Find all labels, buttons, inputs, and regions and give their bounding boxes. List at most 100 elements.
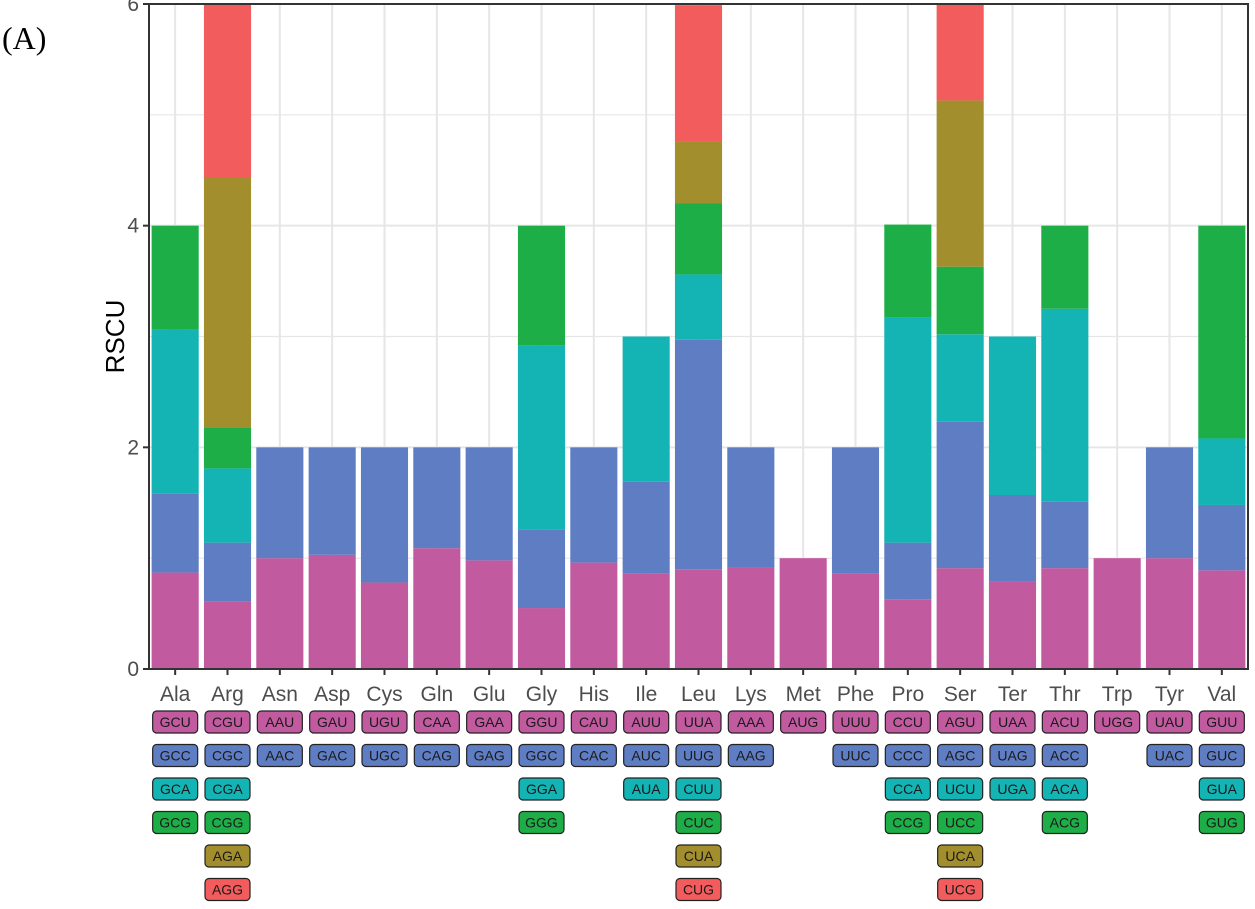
codon-label-text: AGU <box>945 714 975 730</box>
codon-label-text: UUG <box>683 748 714 764</box>
codon-label-gga: GGA <box>518 777 565 801</box>
bar-segment-gag <box>465 447 513 561</box>
codon-label-box <box>413 710 460 734</box>
bar-segment-ugu <box>360 582 409 669</box>
bar-stack-gly <box>517 225 566 669</box>
codon-label-ucg: UCG <box>937 877 984 902</box>
bar-segment-aau <box>256 558 304 669</box>
codon-label-ugu: UGU <box>361 710 408 734</box>
codon-label-box <box>518 743 565 768</box>
bar-segment-ggu <box>517 608 566 669</box>
bar-segment-uuu <box>831 573 880 669</box>
codon-label-text: AGG <box>212 882 243 898</box>
x-tick-label: Val <box>1207 683 1236 706</box>
x-tick-label: Glu <box>473 683 506 706</box>
codon-label-gcu: GCU <box>152 710 199 734</box>
codon-label-gua: GUA <box>1198 777 1245 801</box>
codon-label-text: CGA <box>212 781 243 797</box>
codon-label-box <box>832 743 879 768</box>
codon-label-auu: AUU <box>623 710 670 734</box>
codon-label-box <box>1041 777 1088 801</box>
codon-label-box <box>518 777 565 801</box>
bar-segment-ccu <box>884 599 932 669</box>
codon-label-box <box>989 777 1036 801</box>
codon-label-text: AAU <box>265 714 294 730</box>
codon-label-cau: CAU <box>570 710 617 734</box>
codon-label-text: UAG <box>997 748 1027 764</box>
bar-stack-glu <box>465 447 513 669</box>
codon-label-box <box>623 743 670 768</box>
codon-label-guu: GUU <box>1198 710 1245 734</box>
bar-segment-gga <box>517 345 566 530</box>
codon-label-text: AGC <box>945 748 975 764</box>
codon-label-text: UAU <box>1155 714 1185 730</box>
codon-label-text: ACC <box>1050 748 1080 764</box>
codon-label-gac: GAC <box>309 743 356 768</box>
codon-label-agg: AGG <box>204 877 251 902</box>
codon-label-text: CUA <box>684 848 714 864</box>
bar-stack-ile <box>622 336 670 669</box>
codon-label-agc: AGC <box>937 743 984 768</box>
codon-label-text: AGA <box>213 848 243 864</box>
codon-label-box <box>361 743 408 768</box>
bar-segment-cgg <box>203 427 252 469</box>
codon-label-ugg: UGG <box>1094 710 1141 734</box>
x-tick-label: Arg <box>211 683 244 706</box>
bar-segment-uag <box>988 494 1037 582</box>
codon-label-box <box>204 810 251 835</box>
codon-label-text: GUG <box>1206 815 1238 831</box>
codon-label-box <box>518 710 565 734</box>
codon-label-box <box>1041 743 1088 768</box>
codon-label-text: GGA <box>526 781 558 797</box>
codon-label-text: GGU <box>526 714 558 730</box>
bar-segment-uca <box>936 100 984 267</box>
codon-label-box <box>937 810 984 835</box>
codon-label-aua: AUA <box>623 777 670 801</box>
codon-label-text: AUC <box>631 748 661 764</box>
x-tick-label: Ser <box>944 683 977 706</box>
bar-segment-uau <box>1145 558 1194 669</box>
codon-label-text: UGG <box>1101 714 1133 730</box>
codon-label-text: CAC <box>579 748 609 764</box>
codon-label-aaa: AAA <box>727 710 774 734</box>
x-tick-label: Pro <box>891 683 924 706</box>
codon-label-ggu: GGU <box>518 710 565 734</box>
bar-segment-cgc <box>203 542 252 602</box>
bar-segment-aaa <box>727 567 775 669</box>
codon-label-box <box>152 743 199 768</box>
bar-segment-aca <box>1041 308 1089 502</box>
codon-label-uag: UAG <box>989 743 1036 768</box>
codon-label-text: GUU <box>1206 714 1237 730</box>
codon-label-layer: GCU GCC GCA GCG CGU CGC CGA CGG AGA AGG AAU AAC GAU G… <box>152 710 1245 902</box>
x-tick-label: Gln <box>420 683 453 706</box>
bar-stack-cys <box>360 447 409 669</box>
codon-label-text: UAA <box>998 714 1027 730</box>
codon-label-text: ACU <box>1050 714 1080 730</box>
codon-label-box <box>152 777 199 801</box>
bar-segment-uac <box>1145 447 1194 559</box>
codon-label-text: UCG <box>945 882 976 898</box>
codon-label-text: GGC <box>526 748 558 764</box>
x-tick-label: Ala <box>160 683 191 706</box>
codon-label-text: GAG <box>474 748 505 764</box>
codon-label-cag: CAG <box>413 743 460 768</box>
codon-label-text: CUU <box>683 781 713 797</box>
x-tick-label: Lys <box>735 683 767 706</box>
codon-label-aga: AGA <box>204 844 251 868</box>
bar-segment-agu <box>936 568 984 669</box>
codon-label-text: AAC <box>265 748 294 764</box>
codon-label-box <box>204 844 251 868</box>
bar-segment-aac <box>256 447 304 559</box>
codon-label-ggc: GGC <box>518 743 565 768</box>
codon-label-box <box>937 877 984 902</box>
codon-label-gug: GUG <box>1198 810 1245 835</box>
bar-segment-aag <box>727 447 775 568</box>
codon-label-uaa: UAA <box>989 710 1036 734</box>
codon-label-cac: CAC <box>570 743 617 768</box>
bar-segment-aga <box>203 178 252 428</box>
codon-label-aac: AAC <box>256 743 303 768</box>
codon-label-text: CUC <box>683 815 713 831</box>
bar-segment-uug <box>674 339 723 570</box>
codon-label-box <box>309 743 356 768</box>
